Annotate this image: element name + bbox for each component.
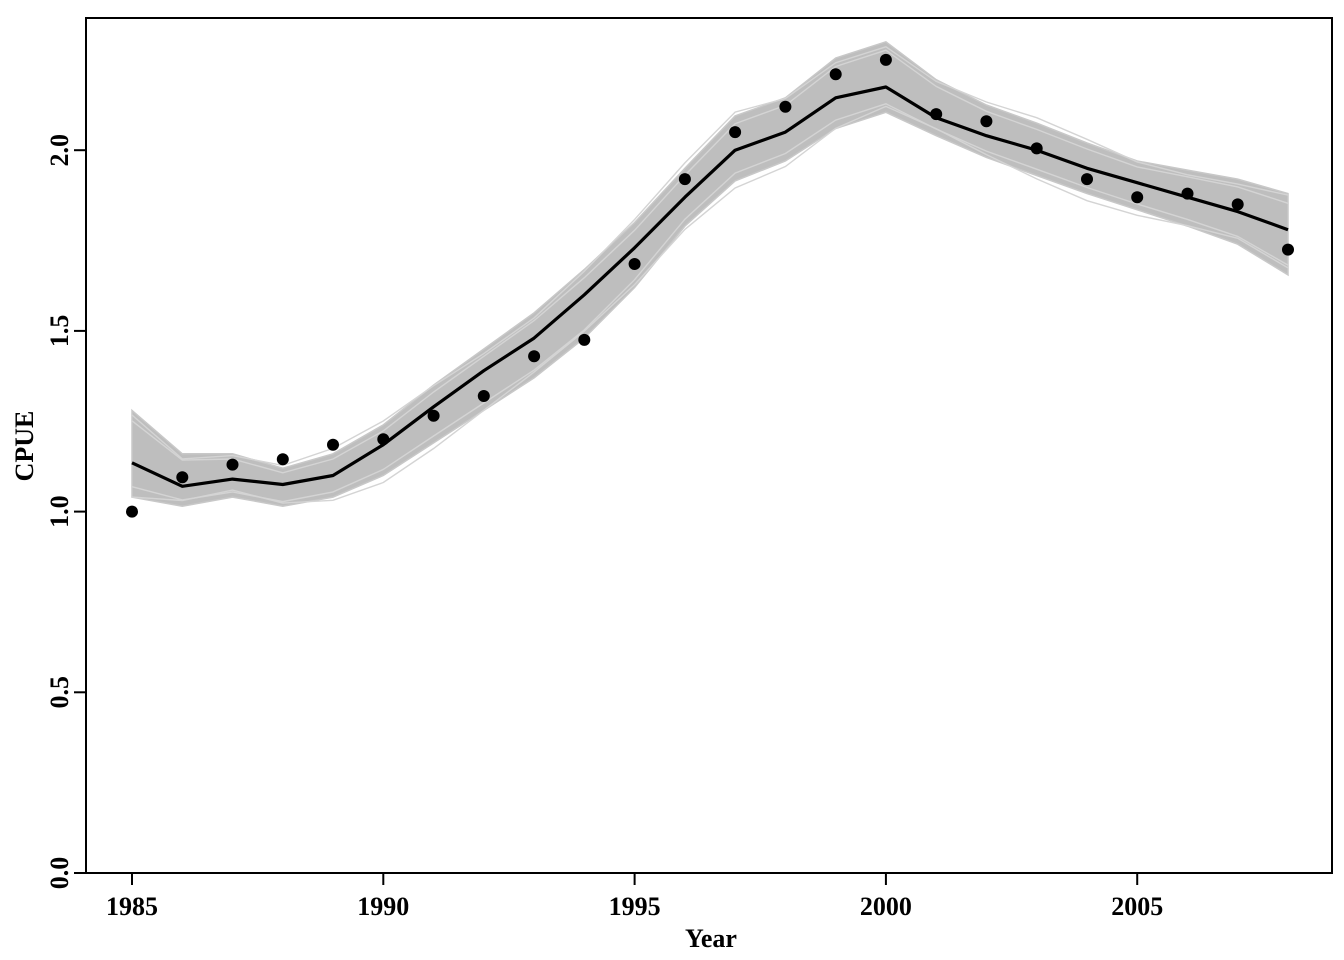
x-tick-label: 2005 [1111,892,1163,921]
data-point [779,100,792,113]
x-tick-label: 1995 [609,892,661,921]
data-point [226,458,239,471]
data-point [126,505,138,518]
y-tick-label: 2.0 [45,134,74,167]
data-point [1081,173,1093,186]
data-point [980,115,993,128]
data-point [276,453,289,466]
data-point [678,173,691,186]
y-axis: 0.0 0.5 1.0 1.5 2.0 [45,134,87,890]
data-point [1181,187,1194,200]
data-point [1231,198,1244,211]
x-tick-label: 2000 [860,892,912,921]
x-axis-title: Year [685,924,737,953]
data-point [628,258,641,270]
data-point [829,68,842,81]
data-point [427,409,440,422]
data-point [327,438,339,451]
y-axis-title: CPUE [10,411,39,482]
data-point [729,126,742,139]
simulation-trace [131,103,1289,503]
x-tick-label: 1990 [357,892,409,921]
data-point [528,350,541,363]
data-point [578,333,591,346]
fitted-line [131,85,1289,488]
data-point [377,433,390,446]
simulation-trace [131,105,1289,504]
simulation-trace [131,49,1289,474]
data-point [879,53,892,66]
fitted-line-layer [131,85,1289,488]
data-point [930,108,943,121]
data-point [1282,243,1294,256]
y-tick-label: 1.0 [45,495,74,527]
data-point [176,471,189,484]
y-tick-label: 0.5 [45,676,74,709]
x-tick-label: 1985 [106,892,158,921]
y-tick-label: 0.0 [45,857,74,890]
x-axis: 1985 1990 1995 2000 2005 [106,872,1163,921]
y-tick-label: 1.5 [45,315,74,348]
simulation-band [131,40,1289,507]
band-area [131,40,1289,507]
observed-points [126,53,1294,518]
data-point [1131,191,1144,204]
data-point [1030,142,1043,155]
simulation-trace [131,46,1289,467]
data-point [477,390,490,402]
